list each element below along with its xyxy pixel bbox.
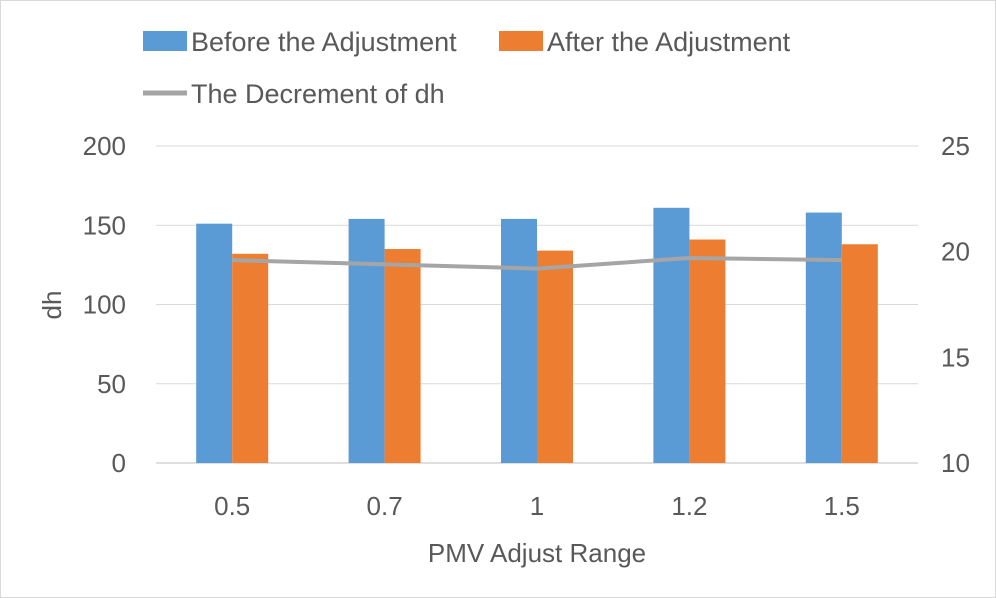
x-tick-label: 0.5: [214, 491, 250, 521]
bar-before: [653, 207, 690, 463]
bar-before: [501, 218, 537, 463]
legend-swatch-after: [499, 31, 543, 51]
legend-label-before: Before the Adjustment: [191, 27, 457, 57]
y2-axis-ticks: 10 15 20 25: [941, 131, 970, 478]
legend-label-decrement: The Decrement of dh: [191, 79, 445, 109]
bar-after: [537, 250, 573, 463]
y2-tick-label: 20: [941, 237, 970, 267]
y-axis-ticks: 0 50 100 150 200: [83, 131, 126, 478]
x-tick-label: 1.2: [671, 491, 707, 521]
legend-label-after: After the Adjustment: [547, 27, 791, 57]
legend-swatch-before: [143, 31, 187, 51]
y-tick-label: 150: [83, 210, 126, 240]
bar-after: [384, 249, 421, 463]
line-series: [232, 256, 842, 271]
y2-tick-label: 10: [941, 448, 970, 478]
legend: Before the Adjustment After the Adjustme…: [143, 27, 791, 109]
y2-tick-label: 25: [941, 131, 970, 161]
x-axis-title: PMV Adjust Range: [428, 538, 646, 568]
bar-after: [689, 239, 726, 463]
bar-after: [232, 253, 269, 463]
y-tick-label: 50: [97, 369, 126, 399]
y2-tick-label: 15: [941, 342, 970, 372]
bar-before: [348, 218, 385, 463]
y-tick-label: 0: [112, 448, 126, 478]
y-tick-label: 100: [83, 290, 126, 320]
bar-before: [805, 212, 842, 463]
x-tick-label: 1.5: [824, 491, 860, 521]
y-axis-title: dh: [37, 291, 67, 320]
y-tick-label: 200: [83, 131, 126, 161]
x-tick-label: 0.7: [367, 491, 403, 521]
bar-after: [841, 244, 878, 463]
bars: [196, 207, 878, 463]
x-tick-label: 1: [530, 491, 544, 521]
x-axis-ticks: 0.5 0.7 1 1.2 1.5: [214, 491, 860, 521]
bar-before: [196, 223, 233, 463]
